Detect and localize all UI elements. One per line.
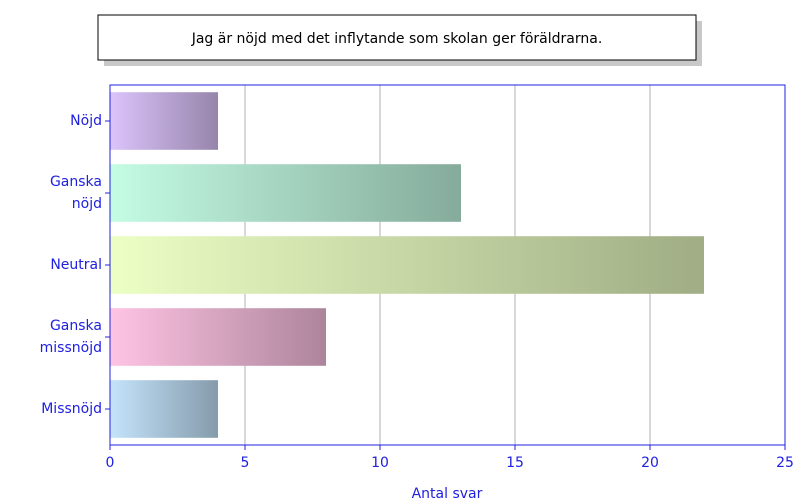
x-tick-label: 5: [241, 455, 250, 471]
y-tick-label: Nöjd: [70, 113, 102, 129]
y-tick-label: Ganska missnöjd: [39, 318, 102, 356]
chart-title: Jag är nöjd med det inflytande som skola…: [191, 31, 603, 47]
x-tick-label: 15: [506, 455, 524, 471]
y-tick-label: Neutral: [50, 257, 102, 273]
plot-border: [109, 84, 786, 446]
x-tick-label: 20: [641, 455, 659, 471]
bar: [110, 380, 218, 438]
bar: [110, 236, 704, 294]
bar: [110, 164, 461, 222]
x-tick-label: 10: [371, 455, 389, 471]
x-tick-label: 25: [776, 455, 794, 471]
y-tick-label: Ganska nöjd: [49, 174, 102, 212]
x-axis-label: Antal svar: [412, 486, 483, 502]
title-box: [97, 14, 697, 61]
bar: [110, 308, 326, 366]
x-tick-label: 0: [106, 455, 115, 471]
y-tick-label: Missnöjd: [41, 401, 102, 417]
bar: [110, 92, 218, 150]
